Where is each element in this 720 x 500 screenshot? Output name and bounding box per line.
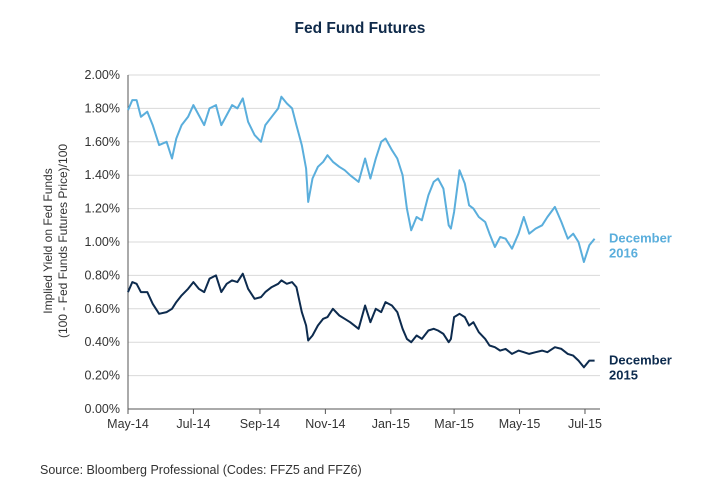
- y-tick-label: 0.20%: [85, 369, 120, 383]
- x-tick-label: Jul-14: [176, 417, 210, 431]
- axes: 0.00% 0.20% 0.40% 0.60% 0.80% 1.00% 1.20% 1.40%…: [85, 68, 603, 431]
- series-line-december-2015: [127, 272, 595, 369]
- source-note: Source: Bloomberg Professional (Codes: F…: [40, 463, 362, 477]
- grid-lines: [128, 74, 600, 377]
- x-tick-label: Mar-15: [434, 417, 474, 431]
- y-axis-label-line2: (100 - Fed Funds Futures Price)/100: [56, 144, 70, 338]
- chart-title: Fed Fund Futures: [294, 20, 426, 37]
- y-tick-label: 1.40%: [85, 168, 120, 182]
- series-line-december-2016: [127, 95, 596, 263]
- series-label-line: December: [609, 353, 672, 368]
- y-tick-label: 1.20%: [85, 202, 120, 216]
- x-tick-label: May-14: [107, 417, 149, 431]
- series-label-line: 2016: [609, 246, 638, 261]
- x-tick-label: Nov-14: [305, 417, 345, 431]
- y-tick-label: 0.60%: [85, 302, 120, 316]
- x-tick-label: May-15: [499, 417, 541, 431]
- series-label-line: 2015: [609, 368, 638, 383]
- y-tick-label: 0.00%: [85, 402, 120, 416]
- line-chart: 0.00% 0.20% 0.40% 0.60% 0.80% 1.00% 1.20% 1.40%…: [41, 68, 672, 431]
- x-tick-label: Jul-15: [568, 417, 602, 431]
- y-tick-label: 1.00%: [85, 235, 120, 249]
- x-tick-label: Jan-15: [372, 417, 410, 431]
- series-label-december-2015: December 2015: [609, 353, 672, 383]
- series-label-december-2016: December 2016: [609, 231, 672, 261]
- y-axis-label-line1: Implied Yield on Fed Funds: [41, 168, 55, 313]
- y-tick-label: 1.80%: [85, 101, 120, 115]
- y-tick-label: 0.40%: [85, 335, 120, 349]
- series-lines: [127, 95, 596, 369]
- y-tick-label: 2.00%: [85, 68, 120, 82]
- series-label-line: December: [609, 231, 672, 246]
- y-tick-label: 0.80%: [85, 268, 120, 282]
- x-tick-label: Sep-14: [240, 417, 280, 431]
- y-tick-label: 1.60%: [85, 135, 120, 149]
